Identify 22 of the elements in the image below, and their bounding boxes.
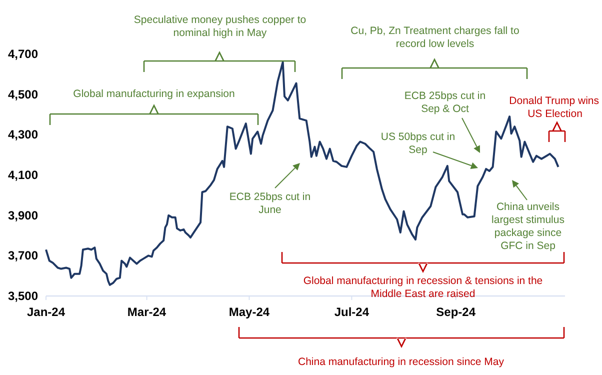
annotation: US 50bps cut in Sep [380,131,456,156]
x-tick-label: Sep-24 [436,305,476,319]
x-tick-label: Jul-24 [334,305,370,319]
annotation: Donald Trump wins US Election [509,95,600,120]
annotation: Global manufacturing in recession & tensions in the Middle East are raised [303,275,543,300]
y-tick-label: 3,900 [8,208,38,222]
text: Speculative money pushes copper to nominal high in May [134,14,306,39]
y-tick-label: 3,500 [8,289,38,303]
annotation: Global manufacturing in expansion [73,88,235,100]
annotation: ECB 25bps cut in June [229,191,311,216]
y-tick-label: 4,500 [8,87,38,102]
x-tick-label: May-24 [228,305,270,319]
text: China manufacturing in recession since May [298,356,505,368]
annotation: ECB 25bps cut in Sep & Oct [404,90,486,115]
y-tick-label: 4,700 [8,47,38,61]
text: Cu, Pb, Zn Treatment charges fall to record low levels [350,25,520,50]
x-tick-label: Mar-24 [127,305,166,319]
x-tick-label: Jan-24 [26,305,66,319]
y-tick-label: 4,100 [8,168,38,182]
y-tick-label: 4,300 [8,128,38,142]
annotation: China unveils largest stimulus package since GFC in Sep [492,201,564,252]
y-tick-label: 3,700 [8,248,38,263]
